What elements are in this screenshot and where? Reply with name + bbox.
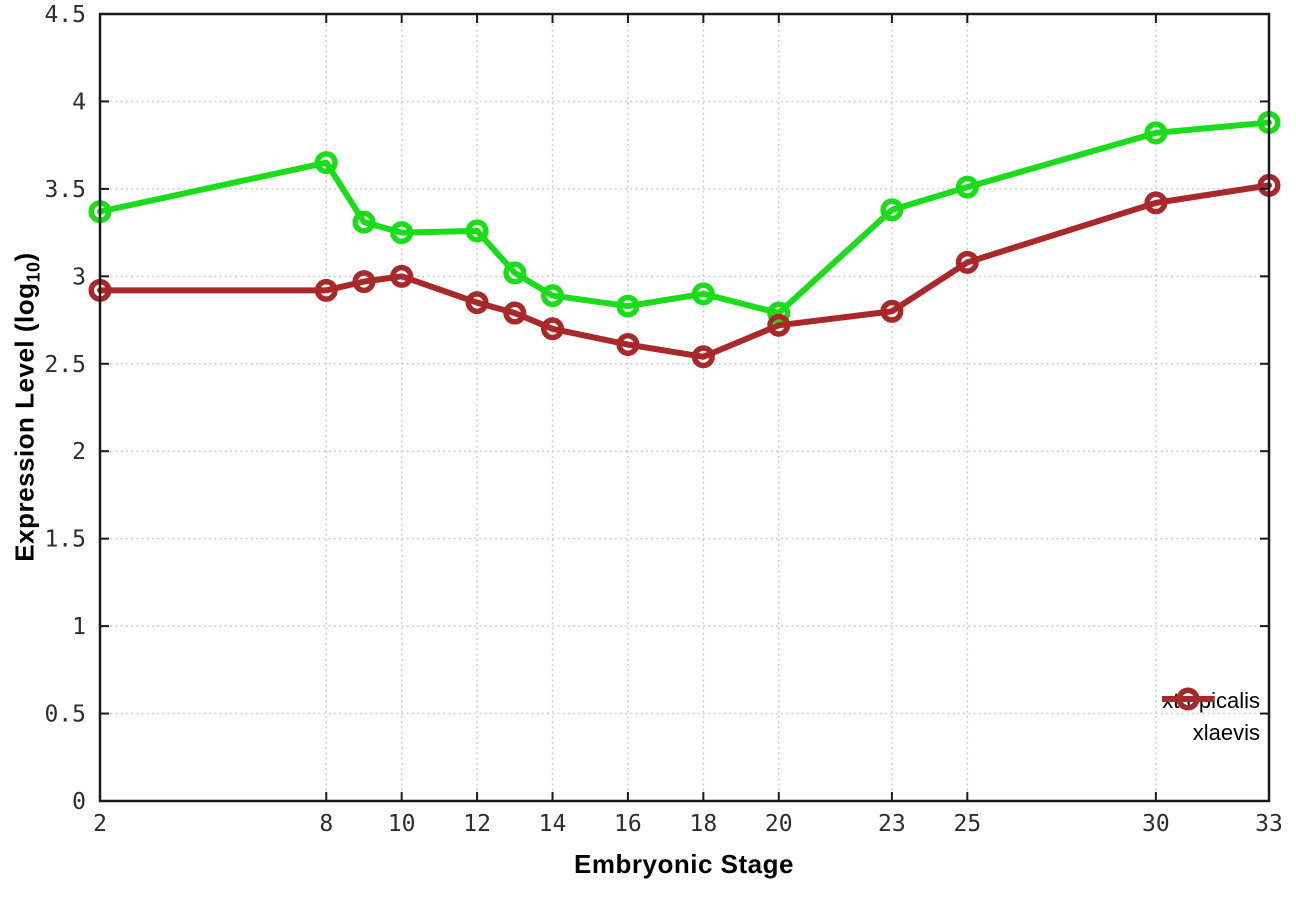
y-tick-label: 1 bbox=[72, 614, 86, 640]
data-point-xlaevis bbox=[691, 345, 715, 369]
data-point-xtropicalis bbox=[314, 151, 338, 175]
x-tick-labels: 2 8 10 12 14 16 18 20 23 25 30 33 bbox=[93, 811, 1283, 837]
y-axis-title-subscript: 10 bbox=[23, 261, 44, 283]
legend-label: xlaevis bbox=[1192, 720, 1260, 745]
data-point-xtropicalis bbox=[503, 261, 527, 285]
data-point-xtropicalis bbox=[616, 294, 640, 318]
data-point-xtropicalis bbox=[352, 210, 376, 234]
grid-lines bbox=[99, 13, 1270, 802]
data-point-xlaevis bbox=[465, 291, 489, 315]
x-tick-label: 12 bbox=[463, 811, 491, 837]
data-point-xtropicalis bbox=[955, 175, 979, 199]
x-tick-label: 25 bbox=[953, 811, 981, 837]
y-tick-label: 0.5 bbox=[44, 702, 86, 728]
data-point-xlaevis bbox=[390, 264, 414, 288]
data-point-xtropicalis bbox=[465, 219, 489, 243]
legend-row-xlaevis: xlaevis bbox=[1162, 687, 1260, 749]
data-point-xtropicalis bbox=[390, 221, 414, 245]
legend-marker bbox=[1162, 687, 1215, 711]
data-point-xtropicalis bbox=[541, 284, 565, 308]
y-tick-label: 4 bbox=[72, 89, 86, 115]
data-point-xlaevis bbox=[352, 270, 376, 294]
data-point-xlaevis bbox=[767, 313, 791, 337]
y-tick-label: 1.5 bbox=[44, 527, 86, 553]
data-point-xlaevis bbox=[616, 333, 640, 357]
data-point-xlaevis bbox=[880, 299, 904, 323]
y-tick-label: 0 bbox=[72, 789, 86, 815]
data-point-xtropicalis bbox=[880, 198, 904, 222]
x-axis-title: Embryonic Stage bbox=[574, 849, 794, 879]
data-point-xtropicalis bbox=[1144, 121, 1168, 145]
series-xlaevis bbox=[88, 173, 1281, 369]
x-tick-label: 30 bbox=[1142, 811, 1170, 837]
x-tick-label: 2 bbox=[93, 811, 107, 837]
x-tick-label: 14 bbox=[539, 811, 567, 837]
x-tick-label: 8 bbox=[319, 811, 333, 837]
y-tick-label: 3.5 bbox=[44, 177, 86, 203]
y-tick-label: 4.5 bbox=[44, 2, 86, 28]
data-point-xtropicalis bbox=[767, 301, 791, 325]
plot-border bbox=[98, 12, 1271, 803]
y-tick-label: 3 bbox=[72, 264, 86, 290]
y-tick-label: 2 bbox=[72, 439, 86, 465]
data-point-xlaevis bbox=[1144, 191, 1168, 215]
y-axis-title-suffix: ) bbox=[9, 252, 40, 262]
data-point-xlaevis bbox=[541, 317, 565, 341]
x-tick-label: 10 bbox=[388, 811, 416, 837]
data-point-xlaevis bbox=[503, 301, 527, 325]
data-point-xlaevis bbox=[314, 278, 338, 302]
y-axis-title: Expression Level (log10) bbox=[9, 252, 44, 561]
x-tick-label: 20 bbox=[765, 811, 793, 837]
axis-ticks bbox=[99, 13, 1270, 802]
x-tick-label: 18 bbox=[690, 811, 718, 837]
y-tick-labels: 0 0.5 1 1.5 2 2.5 3 3.5 4 4.5 bbox=[44, 2, 86, 815]
legend: xtropicalisxlaevis bbox=[1162, 685, 1260, 749]
x-tick-label: 33 bbox=[1255, 811, 1283, 837]
data-point-xtropicalis bbox=[691, 282, 715, 306]
x-tick-label: 16 bbox=[614, 811, 642, 837]
y-axis-title-text: Expression Level (log bbox=[9, 282, 40, 562]
data-point-xlaevis bbox=[955, 250, 979, 274]
x-tick-label: 23 bbox=[878, 811, 906, 837]
y-tick-label: 2.5 bbox=[44, 352, 86, 378]
